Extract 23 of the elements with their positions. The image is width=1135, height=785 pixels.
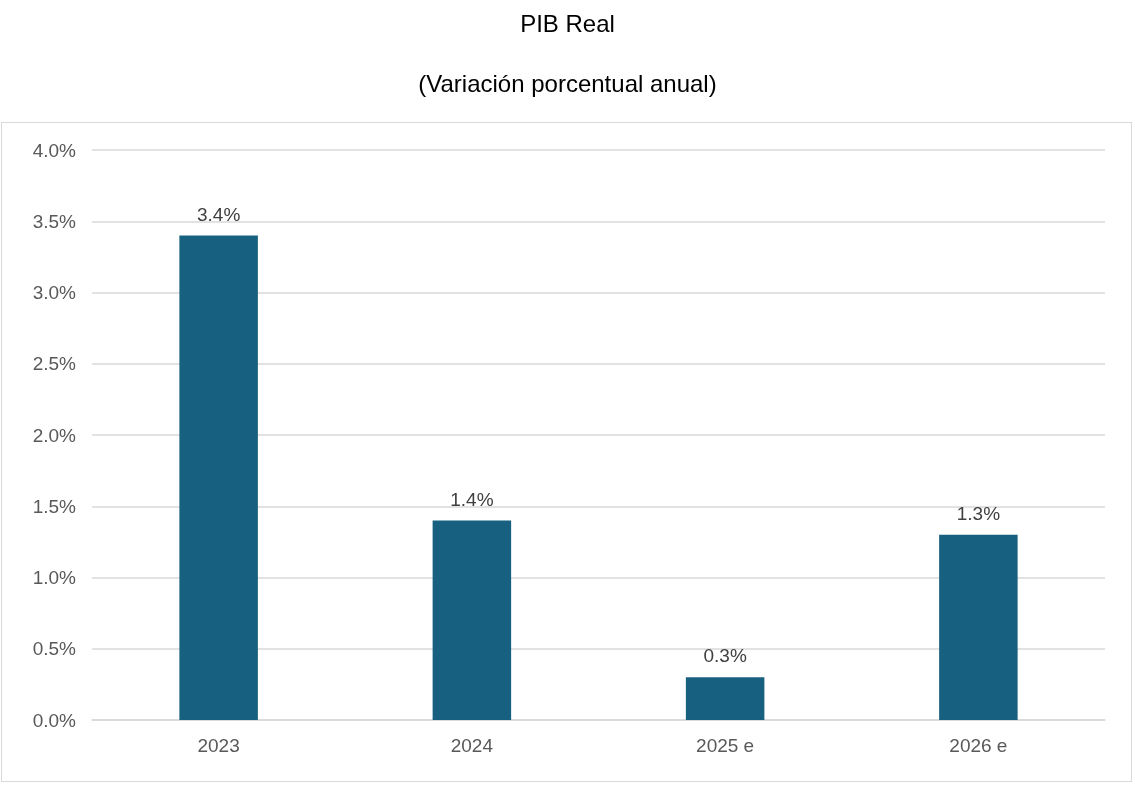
- bar: [179, 235, 258, 720]
- data-label: 3.4%: [196, 203, 241, 225]
- y-tick-label: 3.0%: [32, 282, 77, 303]
- x-tick-label: 2023: [197, 735, 240, 756]
- x-tick-label: 2025 e: [696, 735, 755, 756]
- bar: [685, 677, 765, 720]
- y-tick-label: 0.5%: [32, 638, 77, 660]
- data-label: 1.3%: [956, 502, 1001, 524]
- bar: [939, 534, 1018, 720]
- y-tick-label: 3.5%: [32, 210, 77, 232]
- x-tick-label: 2024: [450, 735, 494, 756]
- y-tick-label: 2.0%: [32, 424, 77, 446]
- chart-subtitle: (Variación porcentual anual): [418, 69, 717, 97]
- y-tick-label: 1.5%: [32, 495, 77, 517]
- y-tick-label: 0.0%: [32, 709, 77, 731]
- bar: [432, 520, 512, 720]
- data-label: 0.3%: [703, 645, 747, 667]
- y-tick-label: 1.0%: [32, 567, 77, 588]
- data-label: 1.4%: [450, 488, 494, 510]
- y-tick-label: 4.0%: [32, 139, 77, 161]
- y-tick-label: 2.5%: [32, 353, 77, 375]
- x-tick-label: 2026 e: [949, 735, 1008, 756]
- chart-title: PIB Real: [520, 9, 615, 37]
